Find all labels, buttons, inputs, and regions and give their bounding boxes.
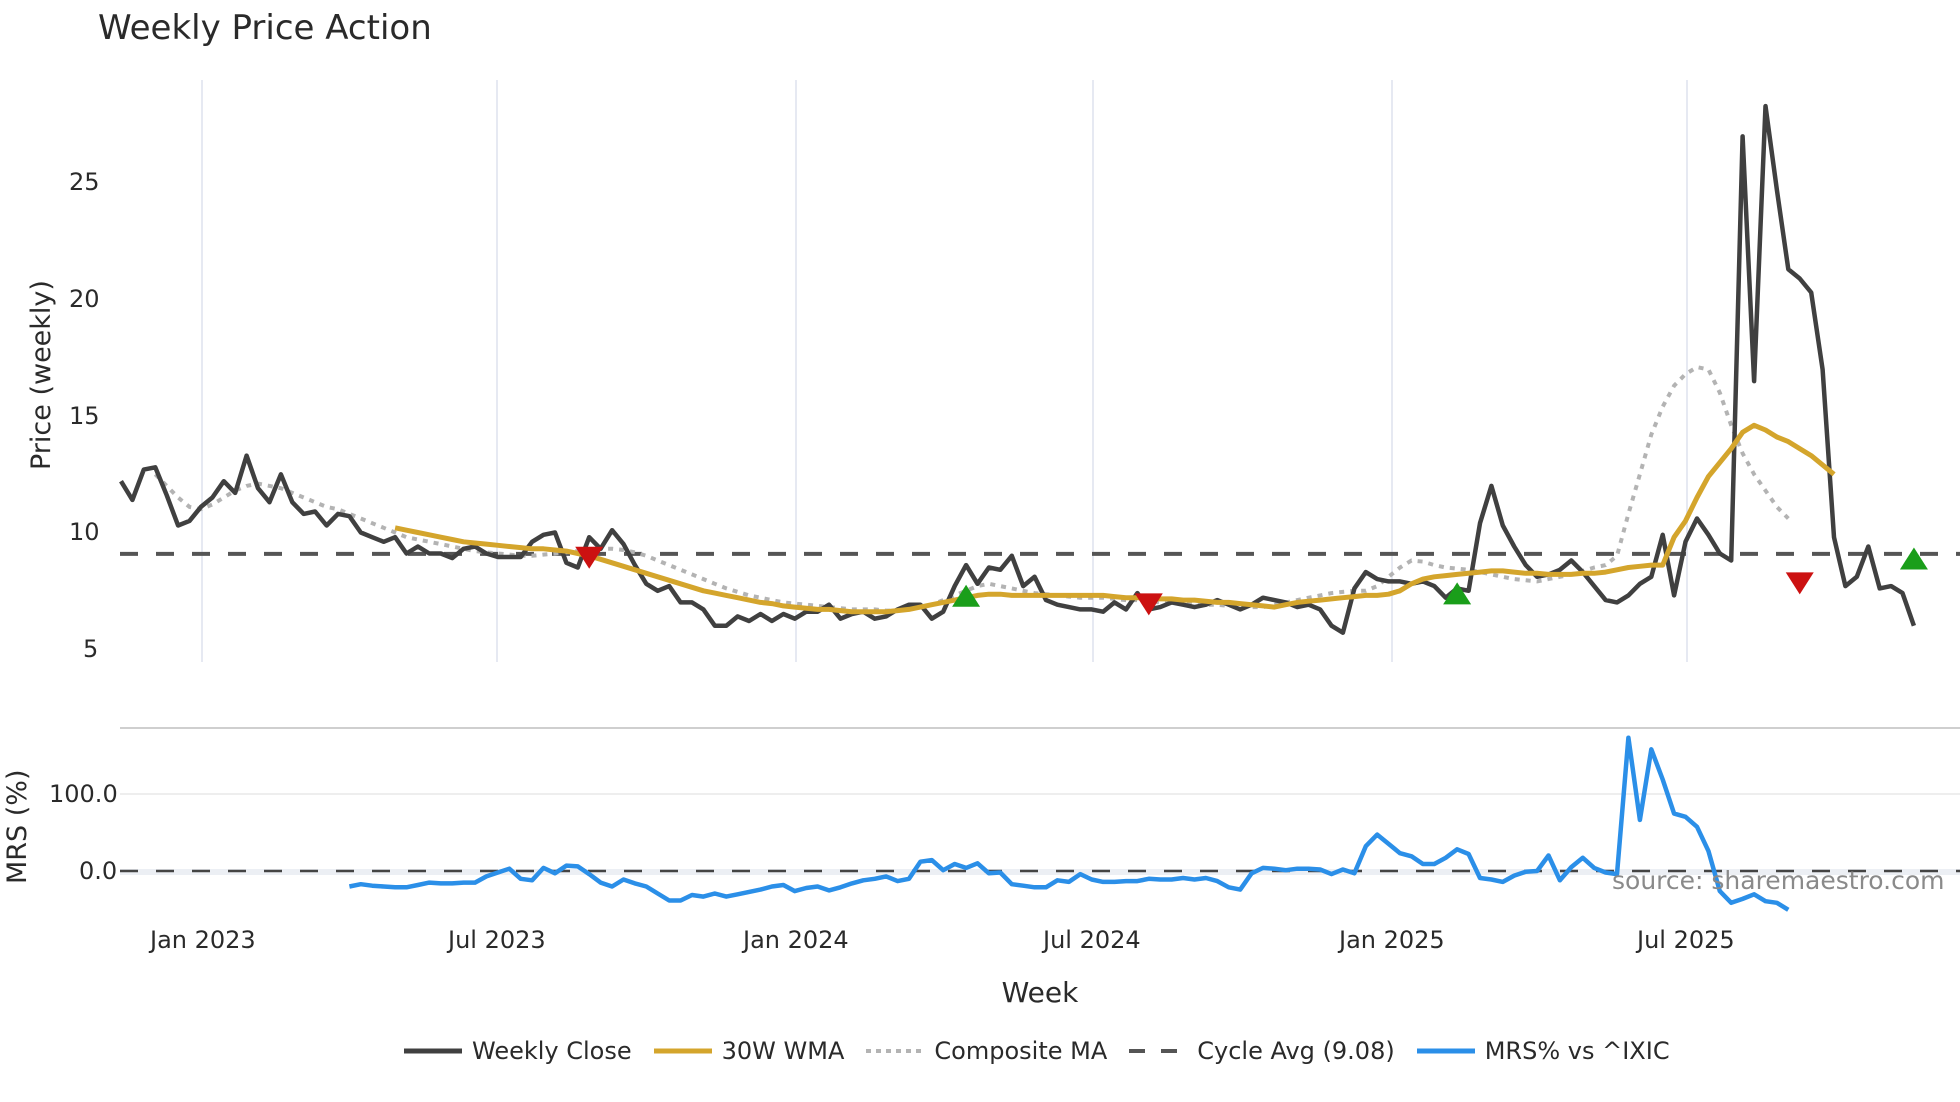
legend-label: MRS% vs ^IXIC [1484, 1037, 1670, 1065]
composite-ma-line [153, 365, 1790, 613]
buy-signal-triangle-up-icon [1899, 547, 1928, 570]
sell-signal-triangle-down-icon [575, 546, 604, 569]
price-axis-label: Price (weekly) [26, 280, 57, 470]
series-lines [119, 103, 1917, 912]
legend-item-mrs[interactable]: MRS% vs ^IXIC [1416, 1037, 1670, 1065]
y-tick-20: 20 [69, 285, 100, 313]
sell-signal-triangle-down-icon [1785, 572, 1814, 595]
legend-label: Composite MA [934, 1037, 1108, 1065]
chart-title: Weekly Price Action [98, 8, 432, 48]
y-tick-5: 5 [83, 635, 99, 663]
legend-item-cycle-avg[interactable]: Cycle Avg (9.08) [1129, 1037, 1395, 1065]
mrs-line [348, 735, 1790, 912]
signal-markers [575, 546, 1928, 616]
buy-signal-triangle-up-icon [1443, 582, 1472, 605]
sell-signal-triangle-down-icon [1134, 593, 1163, 616]
legend-dotted-line-icon [866, 1049, 925, 1053]
mrs-tick-100: 100.0 [49, 780, 118, 808]
legend-item-composite-ma[interactable]: Composite MA [866, 1037, 1107, 1065]
grid-lines [120, 80, 1960, 875]
legend-line-icon [404, 1048, 462, 1054]
y-tick-25: 25 [69, 168, 100, 196]
legend-item-weekly-close[interactable]: Weekly Close [404, 1037, 632, 1065]
buy-signal-triangle-up-icon [952, 584, 981, 607]
x-tick-jul-2023: Jul 2023 [448, 926, 546, 954]
mrs-axis-label: MRS (%) [2, 769, 33, 885]
legend-label: Weekly Close [472, 1037, 632, 1065]
weekly-close-line [119, 103, 1917, 635]
x-tick-jan-2023: Jan 2023 [150, 926, 256, 954]
legend: Weekly Close 30W WMA Composite MA Cycle … [404, 1037, 1692, 1065]
legend-dashed-line-icon [1129, 1049, 1188, 1053]
mrs-tick-0: 0.0 [79, 857, 118, 885]
source-note: source: sharemaestro.com [1612, 866, 1945, 895]
x-axis-label: Week [1001, 976, 1079, 1009]
y-tick-15: 15 [69, 402, 100, 430]
legend-label: 30W WMA [721, 1037, 845, 1065]
wma-line [394, 422, 1836, 615]
y-tick-10: 10 [69, 518, 100, 546]
x-tick-jan-2024: Jan 2024 [743, 926, 849, 954]
x-tick-jul-2024: Jul 2024 [1043, 926, 1141, 954]
x-tick-jul-2025: Jul 2025 [1637, 926, 1735, 954]
legend-item-30w-wma[interactable]: 30W WMA [653, 1037, 845, 1065]
legend-line-icon [1416, 1048, 1475, 1054]
legend-label: Cycle Avg (9.08) [1197, 1037, 1395, 1065]
x-tick-jan-2025: Jan 2025 [1339, 926, 1445, 954]
legend-line-icon [653, 1048, 712, 1054]
